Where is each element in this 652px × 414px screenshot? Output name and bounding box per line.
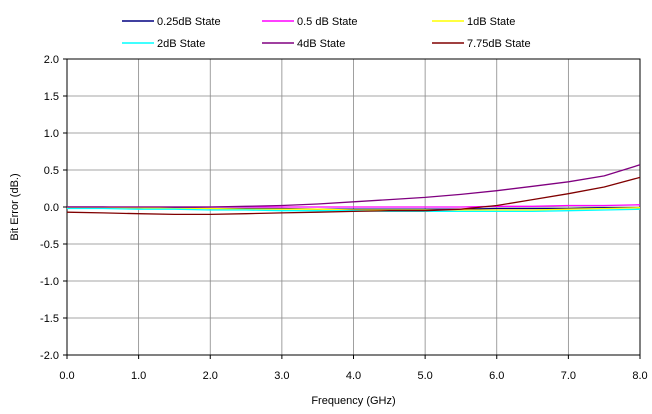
legend-label: 0.25dB State bbox=[157, 16, 221, 28]
x-tick-label: 8.0 bbox=[632, 370, 647, 382]
x-tick-label: 6.0 bbox=[489, 370, 504, 382]
y-tick-label: -1.5 bbox=[40, 313, 59, 325]
legend-label: 4dB State bbox=[297, 38, 345, 50]
legend-label: 7.75dB State bbox=[467, 38, 531, 50]
x-tick-label: 5.0 bbox=[417, 370, 432, 382]
legend-label: 1dB State bbox=[467, 16, 515, 28]
y-tick-label: -0.5 bbox=[40, 239, 59, 251]
x-tick-label: 0.0 bbox=[59, 370, 74, 382]
series-line-2db-state bbox=[67, 207, 641, 213]
x-axis-tick-labels: 0.0 1.0 2.0 3.0 4.0 5.0 6.0 7.0 8.0 bbox=[59, 355, 648, 382]
y-tick-label: 0.5 bbox=[44, 165, 59, 177]
legend-label: 2dB State bbox=[157, 38, 205, 50]
y-tick-label: -1.0 bbox=[40, 276, 59, 288]
x-axis-title: Frequency (GHz) bbox=[311, 395, 395, 407]
x-tick-label: 3.0 bbox=[274, 370, 289, 382]
y-axis-title: Bit Error (dB.) bbox=[9, 173, 21, 240]
y-tick-label: -2.0 bbox=[40, 350, 59, 362]
y-axis-tick-labels: 2.0 1.5 1.0 0.5 0.0 -0.5 -1.0 -1.5 -2.0 bbox=[40, 54, 67, 362]
series-line-1db-state bbox=[67, 207, 641, 211]
series-line-4db-state bbox=[67, 164, 641, 208]
x-tick-label: 1.0 bbox=[131, 370, 146, 382]
x-tick-label: 7.0 bbox=[561, 370, 576, 382]
y-tick-label: 2.0 bbox=[44, 54, 59, 66]
legend-label: 0.5 dB State bbox=[297, 16, 358, 28]
x-tick-label: 4.0 bbox=[346, 370, 361, 382]
x-tick-label: 2.0 bbox=[203, 370, 218, 382]
y-tick-label: 1.0 bbox=[44, 128, 59, 140]
y-tick-label: 0.0 bbox=[44, 202, 59, 214]
series-line-7-75db-state bbox=[66, 176, 641, 216]
legend: 0.25dB State 0.5 dB State 1dB State 2dB Sta… bbox=[122, 16, 531, 50]
y-tick-label: 1.5 bbox=[44, 91, 59, 103]
series-lines bbox=[66, 164, 641, 216]
